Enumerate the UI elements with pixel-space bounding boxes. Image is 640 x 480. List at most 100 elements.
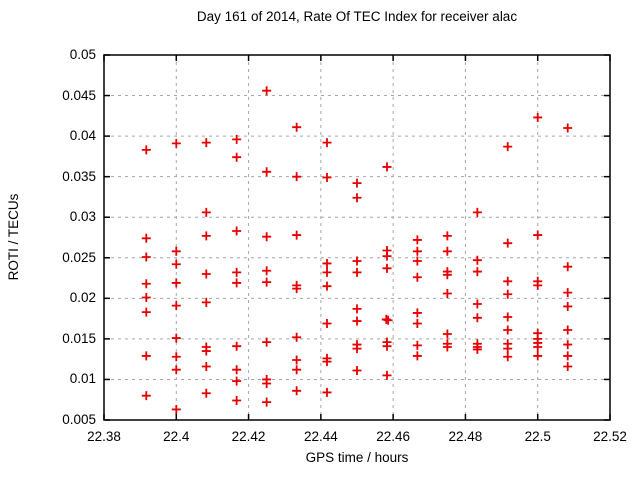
data-point-marker (352, 267, 362, 277)
data-point-marker (141, 293, 151, 303)
data-point-marker (232, 267, 242, 277)
data-point-marker (141, 391, 151, 401)
x-tick-label: 22.48 (448, 429, 483, 444)
x-tick-label: 22.42 (231, 429, 266, 444)
data-point-marker (382, 162, 392, 172)
data-point-marker (171, 404, 181, 414)
data-point-marker (201, 297, 211, 307)
x-tick-label: 22.52 (593, 429, 627, 444)
y-tick-label: 0.045 (62, 87, 96, 103)
data-point-marker (503, 312, 513, 322)
data-point-marker (352, 178, 362, 188)
data-point-marker (171, 138, 181, 148)
data-point-marker (352, 316, 362, 326)
data-point-marker (262, 379, 272, 388)
data-point-marker (503, 142, 513, 152)
data-point-marker (412, 351, 422, 361)
y-tick-label: 0.005 (62, 412, 96, 427)
data-point-marker (352, 344, 362, 354)
data-point-marker (352, 366, 362, 376)
data-point-marker (412, 272, 422, 282)
data-point-marker (322, 258, 332, 268)
data-point-marker (563, 301, 573, 311)
data-point-marker (232, 376, 242, 386)
data-point-marker (262, 232, 272, 242)
data-point-marker (533, 280, 543, 290)
data-point-marker (442, 342, 452, 352)
data-point-marker (322, 281, 332, 291)
data-point-marker (382, 263, 392, 273)
data-point-marker (442, 288, 452, 298)
data-point-marker (533, 112, 543, 122)
data-point-marker (171, 365, 181, 375)
data-point-marker (503, 238, 513, 248)
data-point-marker (503, 352, 513, 362)
data-point-marker (322, 172, 332, 182)
y-tick-label: 0.025 (62, 249, 96, 265)
data-point-marker (412, 246, 422, 256)
data-point-marker (472, 207, 482, 217)
data-point-marker (322, 318, 332, 328)
data-point-marker (382, 251, 392, 261)
y-tick-label: 0.03 (69, 209, 96, 225)
data-point-marker (292, 122, 302, 132)
data-point-marker (442, 231, 452, 241)
y-tick-label: 0.04 (69, 128, 96, 144)
data-point-marker (232, 341, 242, 351)
data-point-marker (322, 357, 332, 367)
data-point-marker (322, 138, 332, 148)
x-tick-label: 22.5 (524, 429, 551, 444)
data-point-marker (171, 301, 181, 311)
data-point-marker (472, 255, 482, 265)
y-tick-label: 0.01 (69, 371, 96, 387)
data-point-marker (412, 235, 422, 245)
data-point-marker (201, 138, 211, 148)
data-point-marker (171, 278, 181, 288)
data-point-marker (412, 318, 422, 328)
data-point-marker (292, 355, 302, 365)
data-point-marker (262, 337, 272, 347)
data-point-marker (262, 277, 272, 287)
data-point-marker (232, 365, 242, 375)
y-tick-label: 0.05 (69, 47, 96, 62)
y-tick-label: 0.015 (62, 330, 96, 346)
data-point-marker (141, 351, 151, 361)
data-point-marker (171, 352, 181, 362)
data-point-marker (171, 246, 181, 256)
y-tick-label: 0.035 (62, 168, 96, 184)
data-point-marker (201, 361, 211, 371)
data-point-marker (171, 259, 181, 269)
data-point-marker (563, 123, 573, 133)
data-point-marker (262, 397, 272, 407)
y-tick-label: 0.02 (69, 290, 96, 306)
data-point-marker (292, 386, 302, 396)
data-point-marker (503, 289, 513, 299)
data-point-marker (503, 325, 513, 335)
data-point-marker (533, 342, 543, 352)
x-axis-title: GPS time / hours (305, 450, 409, 465)
data-point-marker (322, 387, 332, 397)
data-point-marker (412, 256, 422, 266)
data-point-marker (563, 361, 573, 371)
data-point-marker (472, 299, 482, 309)
data-point-marker (442, 270, 452, 280)
data-point-marker (292, 230, 302, 240)
data-point-marker (262, 86, 272, 96)
data-point-marker (352, 256, 362, 266)
data-point-marker (141, 233, 151, 243)
data-point-marker (412, 308, 422, 318)
data-point-marker (232, 278, 242, 288)
data-point-marker (292, 284, 302, 294)
data-point-marker (201, 346, 211, 356)
data-point-marker (262, 167, 272, 177)
data-point-marker (141, 252, 151, 262)
data-point-marker (563, 340, 573, 350)
data-point-marker (412, 340, 422, 350)
data-point-marker (141, 307, 151, 317)
data-point-marker (352, 304, 362, 314)
data-point-marker (503, 276, 513, 286)
x-tick-label: 22.4 (163, 429, 190, 444)
x-tick-label: 22.38 (87, 429, 121, 444)
data-point-marker (442, 329, 452, 339)
